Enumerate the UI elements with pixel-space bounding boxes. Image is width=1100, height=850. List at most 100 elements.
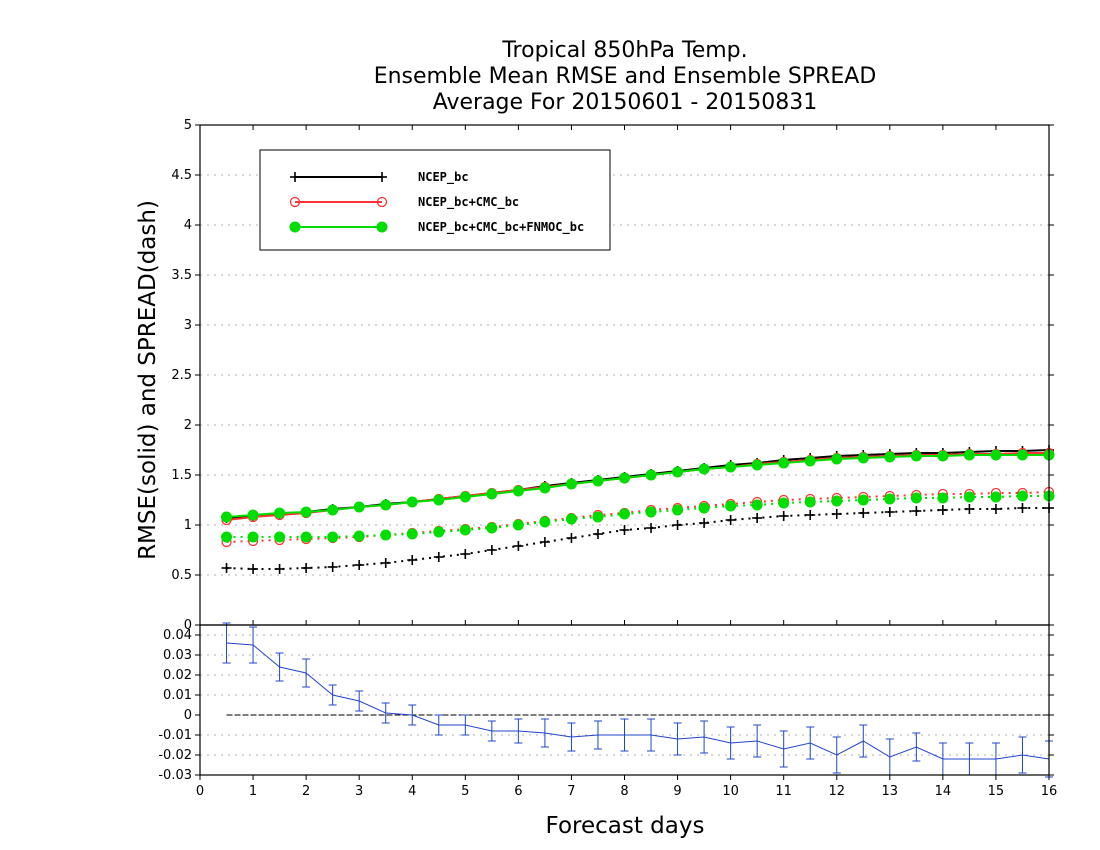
series-2-spread-point-20 — [751, 499, 763, 511]
xtick-label-11: 11 — [775, 784, 792, 799]
series-2-spread-point-4 — [327, 531, 339, 543]
series-0 — [221, 445, 1054, 574]
xtick-label-7: 7 — [567, 784, 575, 799]
series-2-rmse-point-20 — [751, 459, 763, 471]
error-bar-4 — [328, 684, 337, 706]
series-2-rmse-point-28 — [963, 449, 975, 461]
xtick-label-14: 14 — [935, 784, 952, 799]
bottom-ytick-label-7: 0.04 — [163, 628, 192, 643]
series-2-spread-point-12 — [539, 516, 551, 528]
series-2-rmse-point-5 — [353, 501, 365, 513]
series-0-spread-point-9 — [460, 549, 471, 559]
series-2-rmse-point-2 — [274, 507, 286, 519]
series-2-spread-point-6 — [380, 529, 392, 541]
xtick-label-9: 9 — [673, 784, 681, 799]
series-0-spread-point-4 — [327, 562, 338, 572]
error-bar-15 — [620, 718, 629, 752]
series-2-rmse-point-21 — [778, 457, 790, 469]
error-bar-6 — [381, 702, 390, 724]
series-2-spread-point-19 — [725, 500, 737, 512]
series-0-spread-point-0 — [221, 563, 232, 573]
series-2-spread-point-30 — [1016, 490, 1028, 502]
top-ytick-label-3: 1.5 — [171, 468, 192, 483]
top-plot-area — [221, 445, 1055, 574]
top-ytick-label-6: 3 — [184, 318, 192, 333]
bottom-ytick-label-6: 0.03 — [163, 648, 192, 663]
title-line-2: Ensemble Mean RMSE and Ensemble SPREAD — [374, 64, 877, 89]
series-2-spread-point-22 — [804, 496, 816, 508]
series-2-spread-point-17 — [672, 504, 684, 516]
xtick-label-4: 4 — [408, 784, 416, 799]
difference-line — [226, 642, 1050, 760]
error-bar-25 — [885, 738, 894, 776]
series-0-spread-point-5 — [354, 560, 365, 570]
legend-item-1-label: NCEP_bc+CMC_bc — [418, 195, 519, 210]
legend-item-1-marker-left — [289, 196, 301, 208]
bottom-ytick-label-3: 0 — [184, 708, 192, 723]
bottom-ytick-label-4: 0.01 — [163, 688, 192, 703]
legend-item-0-marker-left — [290, 172, 300, 182]
series-2-spread-point-7 — [406, 528, 418, 540]
error-bar-23 — [832, 736, 841, 774]
series-2-spread-point-15 — [619, 508, 630, 520]
series-2-rmse-point-26 — [910, 450, 922, 462]
error-bar-9 — [461, 714, 470, 736]
series-2-spread-point-2 — [274, 531, 286, 543]
top-ytick-label-10: 5 — [184, 118, 192, 133]
xtick-label-2: 2 — [302, 784, 310, 799]
series-2-rmse-point-12 — [539, 482, 551, 494]
error-bar-0 — [222, 622, 231, 664]
top-ytick-label-2: 1 — [184, 518, 192, 533]
series-2-rmse-point-3 — [300, 506, 312, 518]
legend-item-1-marker-right — [376, 196, 388, 208]
series-2-rmse-point-7 — [406, 496, 418, 508]
series-2-rmse-point-22 — [804, 455, 816, 467]
error-bar-10 — [487, 720, 496, 742]
xtick-label-1: 1 — [249, 784, 257, 799]
series-2-spread-point-24 — [857, 494, 869, 506]
series-2-spread-point-3 — [300, 531, 312, 543]
legend-item-0-label: NCEP_bc — [418, 170, 469, 185]
y-axis-label: RMSE(solid) and SPREAD(dash) — [135, 200, 161, 560]
title-line-1: Tropical 850hPa Temp. — [501, 38, 747, 63]
xtick-label-8: 8 — [620, 784, 628, 799]
title-line-3: Average For 20150601 - 20150831 — [433, 90, 818, 115]
xtick-label-12: 12 — [828, 784, 845, 799]
top-y-axis: 0 0.5 1 1.5 2 2.5 3 3.5 4 4.5 5 — [171, 118, 1054, 633]
bottom-y-axis: -0.03 -0.02 -0.01 0 0.01 0.02 0.03 0.04 — [158, 628, 1054, 783]
series-0-spread-point-10 — [486, 545, 497, 555]
error-bar-21 — [779, 730, 788, 768]
chart-title: Tropical 850hPa Temp. Ensemble Mean RMSE… — [374, 38, 877, 115]
error-bar-26 — [912, 732, 921, 762]
error-bar-19 — [726, 726, 735, 760]
series-2-spread-point-25 — [884, 493, 896, 505]
series-0-spread-point-25 — [884, 507, 895, 517]
top-ytick-label-8: 4 — [184, 218, 192, 233]
series-2-rmse-point-18 — [698, 463, 710, 475]
series-0-spread-point-22 — [805, 510, 816, 520]
series-2-spread-point-11 — [512, 519, 524, 531]
series-2-rmse-point-30 — [1016, 449, 1028, 461]
xtick-label-10: 10 — [722, 784, 739, 799]
top-ytick-label-5: 2.5 — [171, 368, 192, 383]
series-2-spread-point-9 — [459, 524, 471, 536]
series-2-spread-point-5 — [353, 530, 365, 542]
error-bar-12 — [540, 718, 549, 748]
bottom-ytick-label-1: -0.02 — [158, 748, 192, 763]
series-0-spread-point-6 — [380, 558, 391, 568]
legend-item-2-marker-right — [376, 221, 388, 233]
series-2-spread-point-14 — [592, 511, 604, 523]
legend: NCEP_bc NCEP_bc+CMC_bc NCEP_bc+CMC_bc+FNMO… — [259, 149, 611, 251]
error-bar-20 — [753, 724, 762, 758]
top-ytick-label-7: 3.5 — [171, 268, 192, 283]
series-2-rmse-point-9 — [459, 491, 471, 503]
top-ytick-label-1: 0.5 — [171, 568, 192, 583]
bottom-ytick-label-2: -0.01 — [158, 728, 192, 743]
series-2-spread-point-23 — [831, 495, 843, 507]
bottom-plot-area — [222, 622, 1053, 778]
series-2-spread-point-13 — [565, 513, 577, 525]
series-0-spread-point-7 — [407, 555, 418, 565]
series-2-rmse-point-0 — [221, 511, 233, 523]
series-2-rmse-point-25 — [884, 451, 896, 463]
error-bar-16 — [647, 718, 656, 752]
